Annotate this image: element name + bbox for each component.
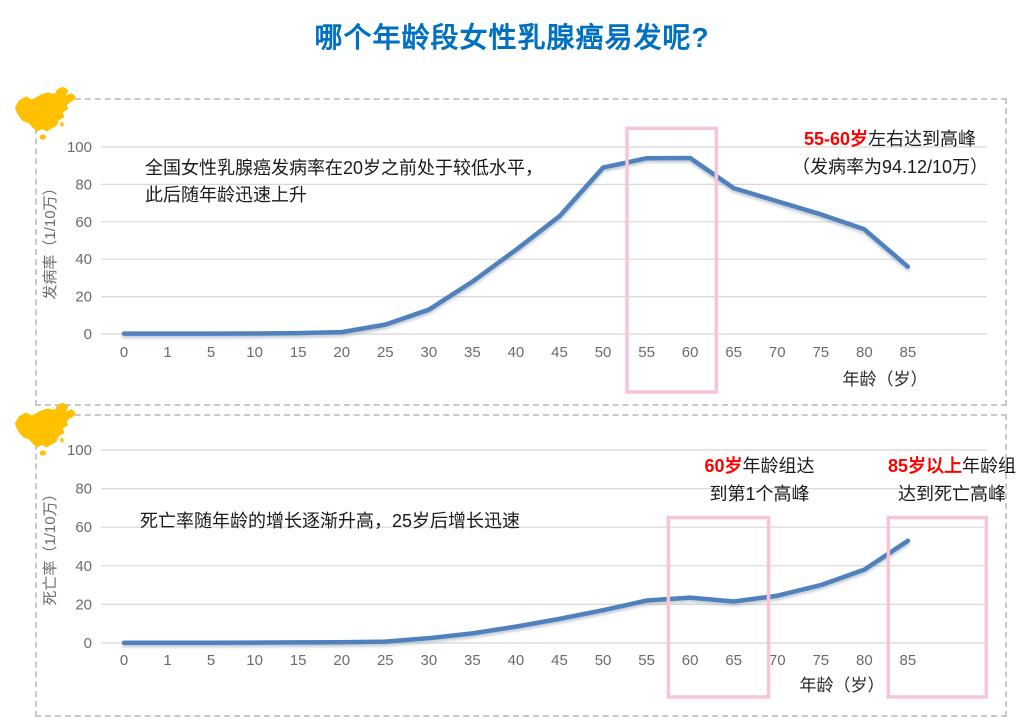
svg-text:35: 35 xyxy=(464,652,481,669)
callout-age-range: 60岁 xyxy=(704,456,743,476)
china-map-icon xyxy=(14,86,76,140)
callout-text-line2: 达到死亡高峰 xyxy=(898,484,1006,504)
svg-text:50: 50 xyxy=(595,652,612,669)
svg-text:30: 30 xyxy=(421,652,438,669)
svg-text:25: 25 xyxy=(377,652,394,669)
svg-text:年龄（岁）: 年龄（岁） xyxy=(843,370,928,389)
taiwan-island-shape xyxy=(60,437,64,443)
svg-text:100: 100 xyxy=(67,442,92,459)
svg-text:0: 0 xyxy=(84,635,92,652)
hainan-island-shape xyxy=(39,450,47,456)
svg-text:55: 55 xyxy=(638,652,655,669)
svg-text:0: 0 xyxy=(84,326,92,343)
callout-text-line2: 到第1个高峰 xyxy=(709,484,810,504)
svg-text:20: 20 xyxy=(333,652,350,669)
callout-age-range: 85岁以上 xyxy=(887,456,963,476)
svg-text:60: 60 xyxy=(75,519,92,536)
callout-text: 年龄组达 xyxy=(742,456,815,476)
svg-text:1: 1 xyxy=(163,344,171,361)
svg-text:50: 50 xyxy=(595,344,612,361)
svg-text:85: 85 xyxy=(900,344,917,361)
svg-text:25: 25 xyxy=(377,344,394,361)
svg-text:75: 75 xyxy=(812,344,829,361)
svg-text:5: 5 xyxy=(207,344,215,361)
svg-text:65: 65 xyxy=(725,344,742,361)
svg-text:20: 20 xyxy=(333,344,350,361)
svg-text:30: 30 xyxy=(421,344,438,361)
svg-text:0: 0 xyxy=(120,652,128,669)
svg-text:年龄（岁）: 年龄（岁） xyxy=(800,676,885,695)
svg-text:100: 100 xyxy=(67,139,92,156)
svg-text:45: 45 xyxy=(551,344,568,361)
incidence-panel: 0 20 40 60 80 100 0 1 5 10 15 20 25 30 35 40 45 50 55 60 65 7… xyxy=(14,86,1007,406)
mortality-top-peak-callout: 85岁以上年龄组 达到死亡高峰 xyxy=(847,452,1024,508)
svg-text:45: 45 xyxy=(551,652,568,669)
svg-text:60: 60 xyxy=(75,214,92,231)
china-map-shape xyxy=(14,86,76,132)
callout-peak-value: （发病率为94.12/10万） xyxy=(791,157,989,177)
svg-text:40: 40 xyxy=(75,251,92,268)
svg-text:75: 75 xyxy=(812,652,829,669)
svg-text:80: 80 xyxy=(75,481,92,498)
svg-text:80: 80 xyxy=(856,344,873,361)
svg-text:60: 60 xyxy=(682,652,699,669)
svg-text:15: 15 xyxy=(290,652,307,669)
incidence-peak-callout: 55-60岁左右达到高峰 （发病率为94.12/10万） xyxy=(740,125,1024,181)
svg-text:20: 20 xyxy=(75,596,92,613)
mortality-note: 死亡率随年龄的增长逐渐升高，25岁后增长迅速 xyxy=(140,511,521,531)
china-map-shape xyxy=(14,402,76,448)
svg-text:20: 20 xyxy=(75,289,92,306)
mortality-first-peak-callout: 60岁年龄组达 到第1个高峰 xyxy=(657,452,862,508)
svg-text:65: 65 xyxy=(725,652,742,669)
taiwan-island-shape xyxy=(60,121,64,127)
svg-text:发病率（1/10万）: 发病率（1/10万） xyxy=(42,180,59,299)
svg-text:70: 70 xyxy=(769,344,786,361)
svg-text:40: 40 xyxy=(75,558,92,575)
hainan-island-shape xyxy=(39,134,47,140)
svg-text:60: 60 xyxy=(682,344,699,361)
svg-text:0: 0 xyxy=(120,344,128,361)
svg-text:40: 40 xyxy=(508,344,525,361)
mortality-panel: 0 20 40 60 80 100 0 1 5 10 15 20 25 30 35 40 45 50 55 60 65 7… xyxy=(14,402,1016,717)
incidence-note: 全国女性乳腺癌发病率在20岁之前处于较低水平，此后随年龄迅速上升 xyxy=(145,158,544,205)
page-title: 哪个年龄段女性乳腺癌易发呢? xyxy=(314,22,710,53)
svg-text:35: 35 xyxy=(464,344,481,361)
svg-text:10: 10 xyxy=(246,344,263,361)
svg-text:80: 80 xyxy=(75,176,92,193)
svg-text:85: 85 xyxy=(900,652,917,669)
svg-text:70: 70 xyxy=(769,652,786,669)
svg-text:1: 1 xyxy=(163,652,171,669)
svg-text:80: 80 xyxy=(856,652,873,669)
svg-text:5: 5 xyxy=(207,652,215,669)
callout-text: 左右达到高峰 xyxy=(868,129,977,149)
svg-text:55: 55 xyxy=(638,344,655,361)
svg-text:40: 40 xyxy=(508,652,525,669)
callout-age-range: 55-60岁 xyxy=(803,129,869,149)
china-map-icon xyxy=(14,402,76,456)
svg-text:10: 10 xyxy=(246,652,263,669)
callout-text: 年龄组 xyxy=(962,456,1017,476)
svg-text:死亡率（1/10万）: 死亡率（1/10万） xyxy=(42,486,59,605)
svg-text:15: 15 xyxy=(290,344,307,361)
